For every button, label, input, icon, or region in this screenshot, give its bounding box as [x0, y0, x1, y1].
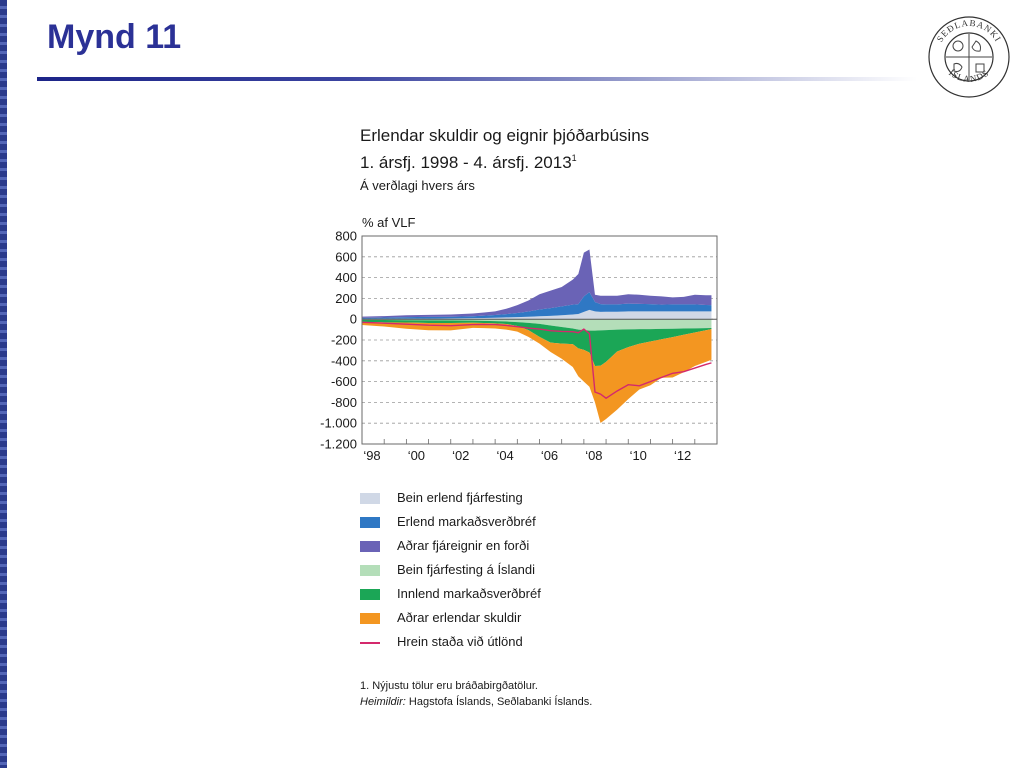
y-tick-label: -1.200 [320, 437, 357, 452]
area-asset-2 [362, 249, 712, 318]
net-position-line [361, 321, 712, 400]
x-tick-label: ‘00 [408, 448, 425, 463]
x-tick-label: ‘04 [496, 448, 513, 463]
source-line: Heimildir: Hagstofa Íslands, Seðlabanki … [360, 694, 592, 710]
chart-footnotes: 1. Nýjustu tölur eru bráðabirgðatölur. H… [360, 678, 592, 710]
logo-emblem-icon [946, 34, 992, 80]
slide-title: Mynd 11 [47, 18, 182, 56]
chart-header: Erlendar skuldir og eignir þjóðarbúsins … [360, 125, 649, 193]
title-rule [37, 77, 917, 81]
legend-color-swatch [360, 541, 380, 552]
y-tick-label: 200 [335, 291, 357, 306]
legend-color-swatch [360, 493, 380, 504]
left-decorative-bar [0, 0, 7, 768]
area-liability-1 [362, 319, 712, 366]
legend-color-swatch [360, 565, 380, 576]
svg-text:ÍSLANDS: ÍSLANDS [947, 68, 991, 84]
x-tick-label: ‘98 [363, 448, 380, 463]
y-tick-label: -800 [331, 395, 357, 410]
y-tick-label: -600 [331, 374, 357, 389]
legend-color-swatch [360, 517, 380, 528]
legend-label: Erlend markaðsverðbréf [397, 514, 536, 529]
central-bank-logo: SEÐLABANKI ÍSLANDS [928, 16, 1010, 98]
legend-line-swatch [360, 642, 380, 644]
y-tick-label: 600 [335, 249, 357, 264]
chart-subtitle-text: 1. ársfj. 1998 - 4. ársfj. 2013 [360, 153, 572, 172]
area-liability-2 [362, 321, 712, 423]
y-tick-label: 800 [335, 229, 357, 244]
y-axis-label: % af VLF [362, 215, 416, 230]
legend-label: Aðrar fjáreignir en forði [397, 538, 530, 553]
x-tick-label: ‘12 [674, 448, 691, 463]
y-tick-label: -1.000 [320, 416, 357, 431]
legend-label: Innlend markaðsverðbréf [397, 586, 541, 601]
legend-label: Bein erlend fjárfesting [397, 490, 523, 505]
x-tick-label: ‘02 [452, 448, 469, 463]
area-asset-1 [362, 292, 712, 319]
legend-label: Hrein staða við útlönd [397, 634, 523, 649]
source-label: Heimildir: [360, 696, 406, 708]
y-tick-label: 400 [335, 270, 357, 285]
area-liability-0 [362, 319, 712, 331]
x-tick-label: ‘08 [585, 448, 602, 463]
y-tick-label: 0 [350, 312, 357, 327]
legend-color-swatch [360, 589, 380, 600]
source-text: Hagstofa Íslands, Seðlabanki Íslands. [405, 696, 593, 708]
legend-color-swatch [360, 613, 380, 624]
legend-label: Aðrar erlendar skuldir [397, 610, 522, 625]
area-asset-0 [362, 309, 712, 320]
x-tick-label: ‘06 [541, 448, 558, 463]
chart-subtitle: 1. ársfj. 1998 - 4. ársfj. 20131 [360, 147, 649, 174]
footnote-1: 1. Nýjustu tölur eru bráðabirgðatölur. [360, 680, 538, 692]
chart-subtitle-footnote-mark: 1 [571, 153, 577, 163]
chart-note: Á verðlagi hvers árs [360, 178, 475, 193]
x-tick-label: ‘10 [630, 448, 647, 463]
chart-title: Erlendar skuldir og eignir þjóðarbúsins [360, 126, 650, 145]
chart-plot: % af VLF 800 600 400 200 0 -200 -400 -600 -800 -1.… [320, 215, 718, 463]
y-tick-label: -200 [331, 333, 357, 348]
legend-label: Bein fjárfesting á Íslandi [397, 562, 536, 577]
y-tick-label: -400 [331, 353, 357, 368]
